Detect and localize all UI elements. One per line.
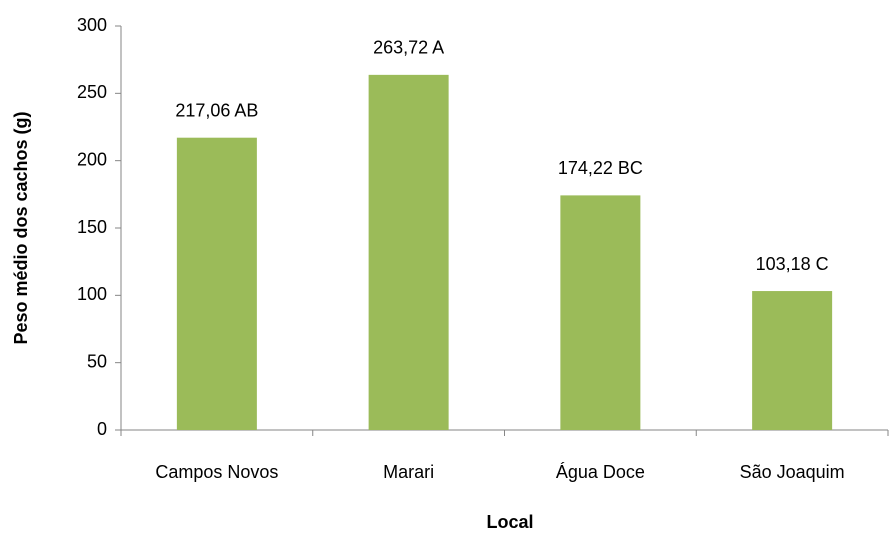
bar (176, 137, 257, 430)
bar (560, 195, 641, 430)
y-tick-label: 200 (77, 149, 107, 169)
y-tick-label: 300 (77, 15, 107, 35)
y-tick-label: 100 (77, 284, 107, 304)
x-tick-label: Água Doce (556, 462, 645, 482)
x-tick-label: Marari (383, 462, 434, 482)
y-tick-label: 0 (97, 419, 107, 439)
data-label: 103,18 C (756, 254, 829, 274)
y-axis-title: Peso médio dos cachos (g) (11, 111, 31, 344)
x-tick-label: São Joaquim (740, 462, 845, 482)
x-axis-title: Local (486, 512, 533, 532)
y-tick-label: 50 (87, 351, 107, 371)
y-tick-label: 250 (77, 82, 107, 102)
bar (752, 291, 833, 430)
bar (368, 74, 449, 431)
y-tick-label: 150 (77, 217, 107, 237)
data-label: 174,22 BC (558, 158, 643, 178)
data-label: 263,72 A (373, 38, 444, 58)
data-label: 217,06 AB (175, 100, 258, 120)
x-tick-label: Campos Novos (155, 462, 278, 482)
